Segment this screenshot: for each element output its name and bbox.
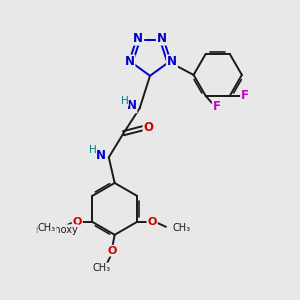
Text: O: O	[143, 122, 154, 134]
Text: N: N	[133, 32, 143, 45]
Text: CH₃: CH₃	[38, 223, 56, 233]
Text: H: H	[121, 96, 128, 106]
Text: N: N	[124, 56, 134, 68]
Text: F: F	[213, 100, 221, 113]
Text: O: O	[73, 217, 82, 227]
Text: methoxy: methoxy	[56, 228, 62, 229]
Text: O: O	[107, 246, 116, 256]
Text: O: O	[147, 217, 157, 227]
Text: N: N	[95, 148, 106, 161]
Text: F: F	[241, 89, 249, 102]
Text: N: N	[167, 56, 177, 68]
Text: CH₃: CH₃	[172, 223, 190, 233]
Text: N: N	[127, 99, 136, 112]
Text: H: H	[89, 145, 97, 155]
Text: N: N	[157, 32, 167, 45]
Text: methoxy: methoxy	[35, 225, 78, 235]
Text: CH₃: CH₃	[93, 263, 111, 273]
